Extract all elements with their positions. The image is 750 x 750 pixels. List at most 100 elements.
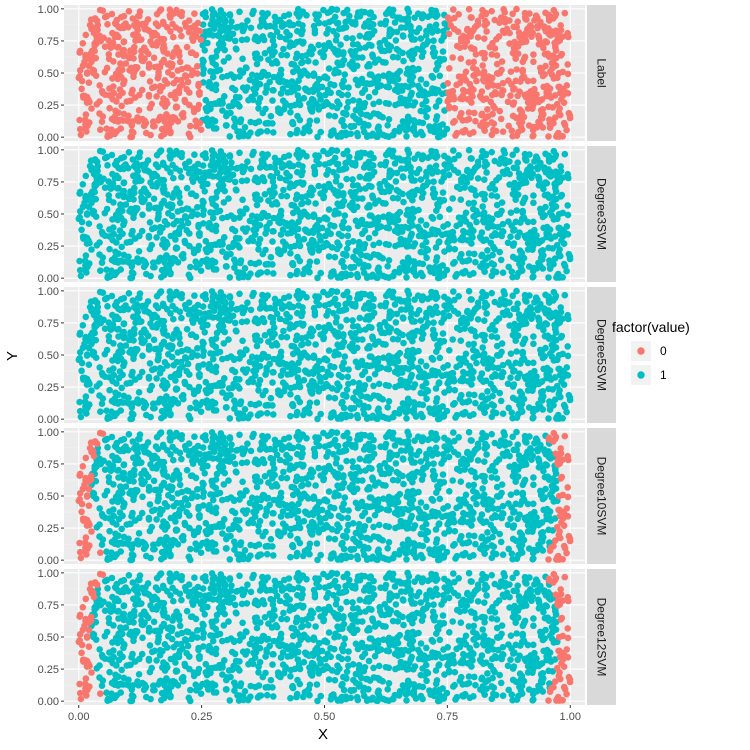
point-class-1 [389,53,397,61]
point-class-1 [363,221,370,228]
point-class-1 [373,133,380,140]
point-class-0 [481,35,488,42]
point-class-0 [450,95,458,103]
point-class-1 [360,265,367,272]
point-class-0 [194,19,202,27]
point-class-1 [295,13,303,20]
point-class-1 [129,400,137,407]
point-class-1 [83,211,91,218]
point-class-1 [393,28,401,36]
point-class-1 [436,72,444,80]
point-class-1 [409,196,416,204]
point-class-1 [263,354,271,361]
point-class-0 [101,43,109,50]
point-class-1 [213,329,221,337]
point-class-1 [112,248,119,256]
point-class-0 [150,54,158,62]
point-class-1 [343,175,350,183]
point-class-1 [445,237,453,245]
point-class-1 [226,133,234,140]
point-class-1 [276,250,283,257]
y-tick-label: 0.25 [38,100,59,112]
point-class-1 [305,57,312,65]
point-class-1 [354,222,362,230]
point-class-0 [167,28,174,35]
point-class-1 [305,403,313,411]
point-class-1 [371,88,379,96]
point-class-1 [518,267,526,275]
point-class-1 [487,217,495,225]
point-class-1 [94,167,101,175]
point-class-1 [505,263,512,271]
point-class-1 [217,98,225,105]
point-class-1 [315,182,323,190]
point-class-1 [294,27,301,35]
point-class-1 [152,302,160,309]
point-class-0 [187,133,194,141]
point-class-1 [289,118,296,126]
point-class-1 [488,148,496,156]
point-class-0 [533,91,540,98]
point-class-1 [349,317,356,324]
point-class-0 [153,93,160,100]
point-class-1 [459,234,467,242]
point-class-1 [205,27,213,35]
point-class-1 [391,368,399,376]
point-class-1 [199,338,206,346]
point-class-1 [403,126,411,133]
point-class-1 [378,188,386,196]
point-class-1 [203,115,211,122]
point-class-1 [545,154,553,161]
point-class-1 [362,185,369,192]
point-class-1 [264,151,272,158]
point-class-1 [332,37,340,44]
point-class-0 [128,128,136,135]
point-class-0 [535,33,543,41]
point-class-1 [168,399,176,406]
point-class-1 [342,129,350,136]
point-class-1 [110,230,117,238]
point-class-1 [350,253,357,261]
point-class-1 [252,218,259,225]
point-class-0 [161,113,169,120]
point-class-1 [530,340,537,348]
y-tick-label: 1.00 [38,4,59,16]
point-class-1 [260,36,268,44]
point-class-1 [238,177,246,185]
point-class-1 [237,257,245,264]
point-class-0 [154,38,161,46]
point-class-1 [93,319,100,326]
point-class-0 [504,98,512,106]
point-class-0 [145,50,152,58]
point-class-1 [349,323,357,330]
point-class-1 [236,149,243,157]
point-class-0 [79,40,87,47]
point-class-1 [239,84,247,91]
point-class-0 [76,116,83,124]
point-class-1 [499,220,507,228]
point-class-1 [187,404,194,412]
point-class-1 [369,162,377,169]
point-class-1 [322,91,329,99]
point-class-1 [276,211,284,219]
point-class-1 [563,408,570,416]
point-class-1 [535,259,542,267]
point-class-1 [314,86,321,93]
point-class-1 [254,319,262,327]
y-tick-label: 0.75 [38,36,59,48]
point-class-0 [521,9,529,17]
point-class-0 [446,65,453,72]
point-class-1 [457,196,465,203]
point-class-0 [490,102,497,110]
point-class-1 [500,147,508,154]
point-class-1 [92,195,100,203]
point-class-1 [252,367,260,374]
point-class-1 [145,201,153,209]
point-class-0 [152,20,160,27]
point-class-1 [249,292,256,300]
point-class-1 [263,127,271,135]
point-class-1 [185,310,193,318]
point-class-1 [252,77,259,84]
point-class-0 [115,67,122,74]
point-class-1 [369,334,376,341]
